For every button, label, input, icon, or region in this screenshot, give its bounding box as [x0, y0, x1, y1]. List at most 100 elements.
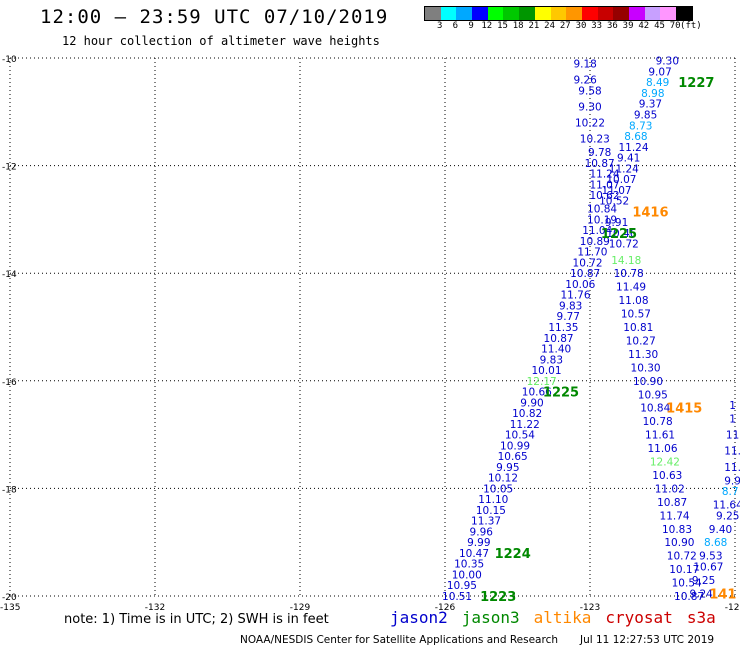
color-swatch [425, 7, 441, 20]
wave-height-value: 9.41 [617, 153, 640, 165]
wave-height-value: 10.87 [657, 497, 687, 509]
color-swatch [456, 7, 473, 20]
color-swatch [440, 7, 457, 20]
color-scale-label: 33 [591, 21, 603, 31]
wave-height-value: 9.83 [559, 300, 582, 312]
color-swatch [472, 7, 488, 20]
wave-height-value: 10.30 [631, 362, 661, 374]
color-scale-label: 39 [622, 21, 634, 31]
timestamp: Jul 11 12:27:53 UTC 2019 [580, 634, 715, 646]
pass-number-label: 1225 [601, 227, 637, 242]
wave-height-value: 9.18 [573, 58, 596, 70]
pass-number-label: 141 [709, 587, 736, 602]
lon-tick-label: -120 [725, 603, 740, 613]
color-scale-label: 6 [452, 21, 459, 31]
wave-height-value: 9.58 [578, 85, 601, 97]
lat-tick-label: -20 [2, 593, 17, 603]
wave-height-value: 10.27 [626, 335, 656, 347]
color-scale-label: 18 [512, 21, 524, 31]
color-scale-label: 9 [468, 21, 474, 31]
lat-tick-label: -14 [2, 270, 17, 280]
wave-height-value: 11.30 [628, 349, 658, 361]
wave-height-value: 9.85 [634, 109, 657, 121]
lat-tick-label: -18 [2, 485, 17, 495]
wave-height-value: 11.24 [618, 142, 648, 154]
color-scale-label: 21 [528, 21, 540, 31]
wave-height-value: 11.06 [647, 443, 677, 455]
wave-height-value: 10.87 [585, 158, 615, 170]
wave-height-value: 10.05 [483, 483, 513, 495]
wave-height-value: 10.06 [565, 279, 595, 291]
wave-height-value: 10.90 [664, 537, 694, 549]
wave-height-value: 10.22 [575, 118, 605, 130]
wave-height-value: 10.67 [693, 561, 723, 573]
wave-height-value: 10.51 [442, 591, 472, 603]
wave-height-value: 11.07 [602, 185, 632, 197]
wave-height-value: 9.25 [692, 575, 715, 587]
wave-height-value: 10.46 [606, 228, 636, 240]
wave-height-value: 9.07 [648, 66, 671, 78]
wave-height-value: 10.78 [614, 268, 644, 280]
wave-height-value: 11.02 [655, 483, 685, 495]
pass-number-label: 1227 [678, 76, 714, 91]
wave-height-value: 10.82 [512, 408, 542, 420]
lon-tick-label: -132 [145, 603, 165, 613]
wave-height-value: 10.47 [459, 548, 489, 560]
color-swatch [534, 7, 551, 20]
color-swatch [487, 7, 504, 20]
wave-height-value: 12.17 [527, 376, 557, 388]
wave-height-value: 1 [729, 400, 736, 412]
color-scale-label: 12 [481, 21, 493, 31]
legend-entry: cryosat [605, 608, 673, 627]
wave-height-value: 10.17 [669, 564, 699, 576]
wave-height-value: 10.90 [633, 376, 663, 388]
wave-height-value: 9.90 [520, 397, 543, 409]
wave-height-value: 8.49 [646, 77, 669, 89]
pass-number-label: 1223 [480, 590, 516, 605]
color-scale-label: 27 [559, 21, 571, 31]
color-swatch [550, 7, 567, 20]
legend-entry: jason3 [461, 608, 520, 627]
lat-tick-label: -16 [2, 378, 17, 388]
wave-height-value: 10.65 [498, 451, 528, 463]
wave-height-value: 10.72 [573, 257, 603, 269]
color-scale-label: 70 [669, 21, 681, 31]
color-swatch [644, 7, 661, 20]
wave-height-value: 9.53 [699, 551, 722, 563]
wave-height-value: 8.73 [629, 120, 652, 132]
wave-height-value: 9.30 [656, 56, 679, 68]
color-swatch [503, 7, 520, 20]
wave-height-value: 11.22 [510, 419, 540, 431]
wave-height-value: 10.87 [544, 333, 574, 345]
wave-height-value: 10.87 [674, 591, 704, 603]
wave-height-value: 10.19 [587, 214, 617, 226]
color-scale-label: 42 [638, 21, 650, 31]
color-scale-bar [424, 6, 693, 21]
footer-note: note: 1) Time is in UTC; 2) SWH is in fe… [64, 612, 329, 627]
wave-height-value: 9.77 [557, 311, 580, 323]
wave-height-value: 10.84 [640, 403, 670, 415]
wave-height-value: 10.35 [454, 559, 484, 571]
wave-height-value: 11.24 [609, 163, 639, 175]
wave-height-value: 9.99 [467, 537, 490, 549]
wave-height-value: 10.72 [667, 551, 697, 563]
wave-height-value: 10.83 [662, 524, 692, 536]
lon-tick-label: -135 [0, 603, 20, 613]
wave-height-value: 11. [724, 446, 740, 458]
wave-height-value: 10.78 [643, 416, 673, 428]
wave-height-value: 11.07 [589, 179, 619, 191]
wave-height-value: 10.07 [606, 174, 636, 186]
wave-height-value: 9.96 [470, 526, 494, 538]
wave-height-value: 11.70 [577, 247, 607, 259]
color-swatch [597, 7, 614, 20]
color-scale-label: 15 [497, 21, 508, 31]
wave-height-value: 10.95 [447, 580, 477, 592]
pass-number-label: 1416 [632, 205, 668, 220]
wave-height-value: 10.89 [580, 236, 610, 248]
wave-height-value: 11. [724, 462, 740, 474]
wave-height-value: 8.68 [624, 131, 647, 143]
wave-height-value: 10.84 [587, 204, 617, 216]
wave-height-value: 10.15 [476, 505, 506, 517]
wave-height-value: 9.25 [716, 510, 739, 522]
